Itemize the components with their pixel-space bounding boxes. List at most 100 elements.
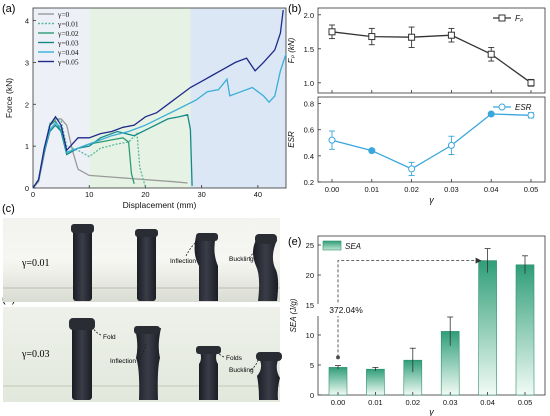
x-tick-label: 0.00 <box>325 185 340 194</box>
x-tick-label: 0.01 <box>364 185 379 194</box>
legend-swatch <box>322 240 342 251</box>
y-tick-label: 4 <box>25 17 29 26</box>
y-tick-label: 20 <box>306 271 314 280</box>
data-point <box>328 136 336 144</box>
x-tick-label: 0.03 <box>444 185 459 194</box>
stage-region-3 <box>190 8 286 188</box>
bar-5 <box>478 260 497 396</box>
y-tick-label: 1.5 <box>304 45 314 54</box>
x-tick-label: 0.04 <box>480 398 495 407</box>
specimen-cap-8 <box>256 352 282 361</box>
x-tick-label: 40 <box>254 190 262 199</box>
annotation-fold-d: Fold <box>103 334 116 341</box>
y-tick-label: 25 <box>306 241 314 250</box>
series-line <box>331 31 532 84</box>
plot-frame <box>317 7 546 94</box>
x-tick-label: 0.04 <box>484 185 499 194</box>
specimen-photo-7 <box>199 350 218 400</box>
annotation-buckling-d: Buckling <box>229 367 254 374</box>
annotation-arrowhead <box>475 257 482 264</box>
x-tick-label: 10 <box>85 190 93 199</box>
series-line-6 <box>32 10 284 189</box>
bar-1 <box>328 367 348 396</box>
annotation-arrow <box>337 260 476 358</box>
specimen-photo-8 <box>257 358 280 400</box>
annotation-arrow-buckling-d <box>250 359 259 371</box>
bar-6 <box>515 264 535 396</box>
annotation-buckling-c: Buckling <box>229 256 254 263</box>
annotation-label: 372.04% <box>329 305 363 315</box>
stage-region-2 <box>89 8 191 188</box>
specimen-photo-2 <box>137 229 156 301</box>
specimen-cap-7 <box>196 346 221 354</box>
specimen-photo-3 <box>194 236 218 301</box>
photo-gamma-label-d: γ=0.03 <box>21 349 50 360</box>
data-point <box>328 28 336 36</box>
x-axis-label: γ <box>429 407 434 416</box>
legend-label-3: γ=0.02 <box>57 29 79 38</box>
annotation-arrow-folds-d <box>217 352 225 358</box>
sea-bar-chart: 0 5 10 15 20 25 0.00 0.01 0.02 0.03 0.04 0.05 SEA (J… <box>289 235 546 416</box>
plot-frame <box>317 96 546 183</box>
annotation-inflection-d: Inflection <box>110 358 136 365</box>
annotation-arrow-buckling-c <box>248 243 258 259</box>
y-tick-label: 0.6 <box>304 126 314 135</box>
y-axis-label: Force (kN) <box>4 78 14 118</box>
annotation-arrow-fold-d <box>92 327 102 336</box>
data-point <box>408 165 416 173</box>
series-line-5 <box>32 53 287 189</box>
legend-label-5: γ=0.04 <box>57 48 79 57</box>
esr-chart: 0.2 0.4 0.6 0.8 0.00 0.01 0.02 0.03 0.04 0.05 ESR γ… <box>287 96 546 205</box>
specimen-cap-4 <box>255 234 277 244</box>
y-axis-label: ESR <box>287 131 296 148</box>
bar-2 <box>366 368 385 396</box>
x-tick-label: 0.03 <box>443 398 458 407</box>
data-point <box>408 33 416 41</box>
specimen-cap-5 <box>69 318 95 330</box>
y-tick-label: 0 <box>25 184 29 193</box>
legend-label-6: γ=0.05 <box>57 58 79 67</box>
specimen-cap-6 <box>134 326 160 334</box>
x-tick-label: 20 <box>141 190 149 199</box>
x-tick-label: 30 <box>197 190 205 199</box>
annotation-label-bg <box>314 304 362 316</box>
legend-marker <box>498 14 506 22</box>
x-tick-label: 0.02 <box>404 185 419 194</box>
y-tick-label: 1.0 <box>304 79 314 88</box>
data-point <box>447 141 455 149</box>
peak-force-chart: 1.0 1.5 2.0 Fₚ (kN) Fₚ <box>287 7 546 94</box>
y-tick-label: 3 <box>25 58 29 67</box>
legend-label-1: γ=0 <box>57 10 70 19</box>
legend-label-4: γ=0.03 <box>57 39 79 48</box>
x-tick-label: 0.05 <box>524 185 539 194</box>
specimen-photo-4 <box>253 240 279 301</box>
legend-marker <box>498 103 506 111</box>
legend-label: SEA <box>345 242 361 251</box>
panel-label-c: (c) <box>2 203 15 215</box>
photo-panel-c: γ=0.01 Inflection Buckling <box>3 218 280 302</box>
legend-label: Fₚ <box>515 14 524 23</box>
data-point <box>447 31 455 39</box>
y-tick-label: 0.4 <box>304 152 314 161</box>
annotation-arrow-inflection-d <box>139 343 147 359</box>
y-tick-label: 1 <box>25 142 29 151</box>
data-point <box>368 33 376 41</box>
series-line <box>331 113 532 170</box>
y-tick-label: 15 <box>306 301 314 310</box>
y-tick-label: 0 <box>310 391 314 400</box>
x-tick-label: 0.01 <box>368 398 383 407</box>
photo-panel-d: γ=0.03 Fold Inflection Folds Buckling <box>3 307 282 402</box>
y-tick-label: 0.2 <box>304 178 314 187</box>
annotation-folds-d: Folds <box>226 355 243 362</box>
y-tick-label: 10 <box>306 331 314 340</box>
specimen-photo-1 <box>73 224 92 301</box>
x-tick-label: 0.02 <box>405 398 420 407</box>
data-point <box>487 110 495 118</box>
y-axis-label: SEA (J/g) <box>289 298 298 332</box>
y-tick-label: 5 <box>310 361 314 370</box>
y-tick-label: 2.0 <box>304 11 314 20</box>
y-tick-label: 2 <box>25 100 29 109</box>
panel-label-e: (e) <box>288 236 301 248</box>
panel-label-b: (b) <box>288 3 301 15</box>
